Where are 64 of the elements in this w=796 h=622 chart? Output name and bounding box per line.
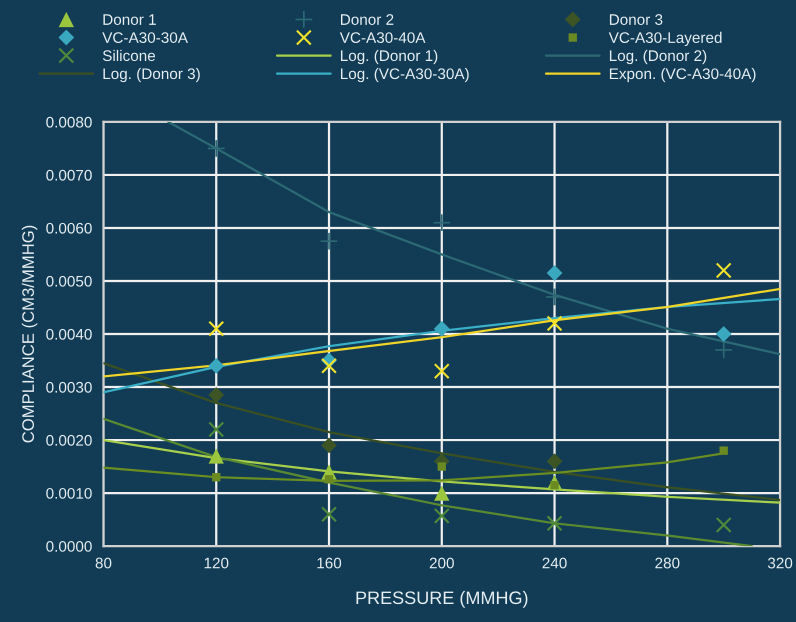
point [324, 475, 334, 484]
legend-label: Log. (Donor 3) [103, 68, 200, 82]
point [432, 213, 451, 232]
point [208, 448, 224, 464]
legend-label: Expon. (VC-A30-40A) [610, 68, 756, 82]
x-tick-label: 80 [96, 558, 112, 568]
line-series [103, 418, 753, 546]
y-tick-label: 0.0020 [46, 434, 92, 446]
point [720, 446, 728, 455]
point [714, 340, 733, 360]
legend-label: Log. (Donor 2) [610, 50, 706, 64]
legend-label: VC-A30-Layered [608, 32, 722, 46]
y-tick-label: 0.0050 [46, 276, 92, 287]
point [716, 326, 732, 342]
point [434, 485, 450, 501]
legend-label: Donor 3 [610, 14, 662, 25]
point [434, 320, 450, 337]
y-tick-label: 0.0070 [46, 170, 92, 181]
point [208, 387, 224, 403]
legend-label: VC-A30-30A [102, 32, 188, 44]
line-series [103, 298, 780, 394]
line-series [103, 362, 780, 502]
legend-label: VC-A30-40A [340, 32, 426, 44]
point [320, 232, 338, 250]
y-tick-label: 0.0040 [46, 328, 92, 340]
point [321, 506, 338, 522]
y-tick-label: 0.0030 [46, 382, 92, 393]
point [208, 421, 224, 438]
x-tick-label: 320 [768, 558, 792, 568]
point [208, 358, 224, 374]
x-tick-label: 160 [317, 558, 342, 568]
line-series [167, 122, 780, 356]
x-tick-label: 200 [430, 558, 454, 568]
legend-label: Log. (Donor 1) [340, 50, 438, 64]
point [321, 358, 338, 374]
x-tick-label: 240 [542, 558, 567, 568]
point [545, 288, 564, 306]
point [546, 453, 562, 470]
y-tick-label: 0.0080 [46, 116, 92, 128]
legend-label: Silicone [102, 50, 156, 62]
point [434, 508, 450, 524]
point [546, 265, 562, 281]
legend-label: Donor 2 [340, 14, 394, 25]
point [207, 139, 226, 158]
x-axis-title: PRESSURE (MMHG) [356, 590, 528, 608]
point [716, 262, 732, 278]
point [321, 438, 337, 454]
y-axis-title: COMPLIANCE (CM3/MMHG) [22, 226, 38, 442]
point [434, 363, 450, 380]
point [546, 315, 563, 332]
x-tick-label: 280 [655, 558, 680, 568]
point [208, 320, 224, 337]
line-series [103, 438, 780, 504]
line-series [103, 288, 780, 378]
point [716, 516, 732, 533]
y-tick-label: 0.0000 [46, 540, 92, 552]
legend-label: Log. (VC-A30-30A) [340, 68, 469, 82]
point [212, 473, 220, 482]
legend-label: Donor 1 [103, 14, 156, 25]
x-tick-label: 120 [204, 558, 228, 568]
point [546, 515, 563, 532]
point [438, 462, 446, 471]
y-tick-label: 0.0010 [46, 488, 92, 499]
y-tick-label: 0.0060 [46, 222, 92, 234]
